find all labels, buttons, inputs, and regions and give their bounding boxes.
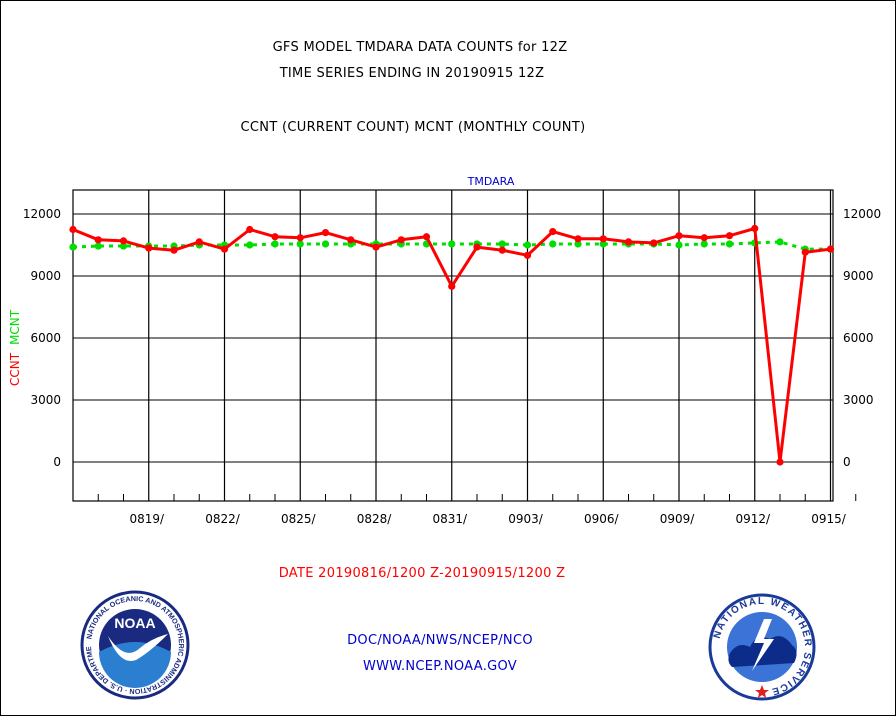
x-tick-label: 0909/ [660, 512, 696, 526]
data-point-ccnt [776, 458, 784, 466]
data-point-mcnt [700, 240, 708, 248]
data-point-ccnt [69, 225, 77, 234]
data-point-ccnt [700, 234, 708, 242]
data-point-ccnt [220, 245, 229, 253]
data-point-ccnt [296, 234, 304, 242]
x-tick-label: 0915/ [811, 512, 847, 526]
y-tick-label-right: 6000 [843, 331, 874, 345]
data-point-ccnt [751, 224, 759, 233]
data-point-ccnt [271, 233, 279, 241]
x-tick-label: 0825/ [281, 512, 317, 526]
x-tick-label: 0831/ [432, 512, 468, 526]
y-tick-label-right: 12000 [843, 207, 881, 221]
data-point-mcnt [523, 241, 532, 249]
data-point-ccnt [574, 235, 582, 243]
data-point-ccnt [347, 236, 355, 244]
data-point-ccnt [321, 229, 330, 237]
y-axis-label: CCNT MCNT [8, 309, 22, 386]
data-point-mcnt [498, 240, 506, 248]
y-tick-label-left: 3000 [30, 393, 61, 407]
x-tick-label: 0906/ [584, 512, 620, 526]
x-tick-label: 0912/ [735, 512, 771, 526]
data-point-ccnt [523, 251, 532, 259]
data-point-ccnt [448, 282, 456, 290]
y-tick-label-left: 12000 [23, 207, 61, 221]
data-point-ccnt [675, 232, 683, 240]
date-range-label: DATE 20190816/1200 Z-20190915/1200 Z [278, 566, 566, 581]
chart-subtitle: CCNT (CURRENT COUNT) MCNT (MONTHLY COUNT… [240, 120, 586, 135]
data-point-mcnt [776, 238, 784, 246]
nws-logo: NATIONAL WEATHER SERVICE [708, 593, 816, 701]
data-point-ccnt [94, 236, 102, 244]
data-point-mcnt [321, 240, 330, 248]
y-tick-label-right: 9000 [843, 269, 874, 283]
data-point-mcnt [599, 240, 607, 248]
data-point-ccnt [246, 225, 254, 234]
data-point-ccnt [195, 238, 203, 246]
data-point-ccnt [145, 244, 153, 252]
data-point-mcnt [448, 240, 456, 248]
x-tick-label: 0822/ [205, 512, 241, 526]
data-point-ccnt [473, 243, 481, 251]
data-point-ccnt [801, 248, 809, 256]
data-point-mcnt [549, 240, 557, 248]
x-tick-label: 0819/ [129, 512, 165, 526]
data-point-ccnt [170, 246, 178, 254]
x-tick-label: 0903/ [508, 512, 544, 526]
y-tick-label-left: 0 [53, 455, 61, 469]
data-point-ccnt [549, 227, 557, 236]
data-point-mcnt [69, 243, 77, 251]
data-point-mcnt [119, 242, 128, 250]
y-axis-label-mcnt: MCNT [8, 309, 22, 345]
y-axis-label-ccnt: CCNT [8, 352, 22, 386]
org-line: DOC/NOAA/NWS/NCEP/NCO [347, 633, 533, 648]
data-point-mcnt [271, 240, 279, 248]
chart-title-line2: TIME SERIES ENDING IN 20190915 12Z [279, 66, 545, 81]
noaa-logo-text: NOAA [114, 615, 155, 631]
data-point-ccnt [397, 236, 405, 244]
y-tick-label-left: 9000 [30, 269, 61, 283]
noaa-logo: NOAA NATIONAL OCEANIC AND ATMOSPHERIC AD… [80, 590, 190, 700]
url-line: WWW.NCEP.NOAA.GOV [362, 659, 518, 674]
data-point-mcnt [675, 241, 683, 249]
data-point-ccnt [599, 235, 607, 243]
data-point-ccnt [498, 246, 506, 254]
data-point-mcnt [574, 240, 582, 248]
y-tick-label-right: 3000 [843, 393, 874, 407]
plot-area [72, 189, 834, 502]
data-point-mcnt [246, 241, 254, 249]
data-point-ccnt [725, 232, 734, 240]
data-point-mcnt [94, 242, 102, 250]
y-tick-label-right: 0 [843, 455, 851, 469]
y-tick-label-left: 6000 [30, 331, 61, 345]
data-point-ccnt [372, 243, 380, 251]
data-point-ccnt [624, 238, 633, 246]
data-point-mcnt [725, 240, 734, 248]
data-point-ccnt [119, 237, 128, 245]
data-point-ccnt [826, 245, 835, 253]
x-tick-label: 0828/ [357, 512, 393, 526]
data-point-mcnt [296, 240, 304, 248]
chart-title-line1: GFS MODEL TMDARA DATA COUNTS for 12Z [272, 40, 568, 55]
plot-title: TMDARA [467, 175, 515, 188]
data-point-ccnt [650, 239, 658, 247]
data-point-ccnt [422, 233, 431, 241]
